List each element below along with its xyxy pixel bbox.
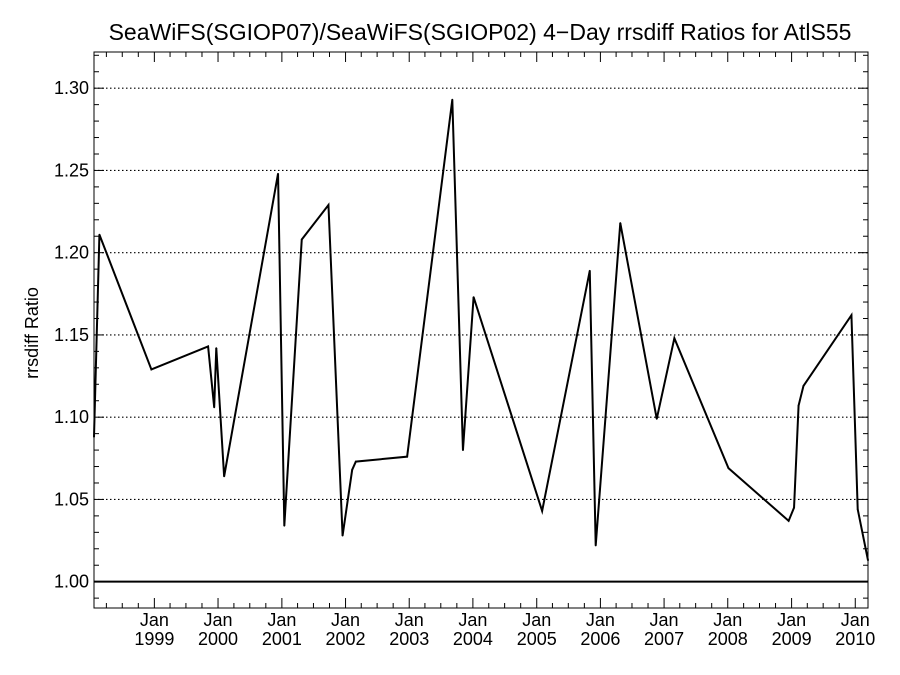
series-line: [93, 99, 869, 561]
data-point: [98, 233, 101, 236]
y-tick-label: 1.15: [54, 325, 89, 345]
y-tick-label: 1.30: [54, 78, 89, 98]
data-point: [619, 222, 622, 224]
x-tick-month-label: Jan: [395, 610, 424, 630]
x-tick-month-label: Jan: [458, 610, 487, 630]
data-point: [207, 345, 209, 348]
data-point: [850, 314, 853, 317]
y-tick-label: 1.05: [54, 489, 89, 509]
data-point: [727, 467, 730, 470]
data-point: [594, 544, 597, 547]
data-point: [283, 524, 286, 527]
data-point: [472, 296, 475, 299]
data-point: [588, 269, 591, 272]
x-tick-month-label: Jan: [140, 610, 169, 630]
data-point: [541, 510, 544, 512]
x-tick-month-label: Jan: [204, 610, 233, 630]
data-point: [354, 460, 357, 463]
plot-frame: [93, 51, 869, 609]
data-point: [451, 98, 454, 101]
x-tick-year-label: 2008: [708, 629, 748, 649]
data-point: [655, 417, 658, 420]
y-axis-label: rrsdiff Ratio: [22, 287, 42, 379]
x-tick-year-label: 2000: [198, 629, 238, 649]
data-point: [341, 534, 344, 537]
data-point: [797, 404, 800, 407]
x-tick-year-label: 2010: [835, 629, 875, 649]
x-tick-year-label: 2009: [772, 629, 812, 649]
x-tick-year-label: 1999: [134, 629, 174, 649]
x-tick-month-label: Jan: [586, 610, 615, 630]
x-tick-year-label: 2006: [580, 629, 620, 649]
y-tick-label: 1.20: [54, 243, 89, 263]
data-point: [300, 238, 303, 241]
data-point: [856, 508, 859, 511]
y-tick-label: 1.10: [54, 407, 89, 427]
data-point: [802, 385, 805, 387]
data-point: [223, 475, 226, 478]
x-tick-month-label: Jan: [267, 610, 296, 630]
x-tick-month-label: Jan: [777, 610, 806, 630]
data-point: [213, 406, 216, 409]
axes: [93, 51, 869, 609]
data-point: [787, 519, 790, 522]
x-tick-year-label: 2003: [389, 629, 429, 649]
data-point: [150, 368, 153, 371]
series-layer: [93, 98, 869, 562]
x-tick-month-label: Jan: [841, 610, 870, 630]
data-point: [327, 204, 330, 206]
x-tick-month-label: Jan: [331, 610, 360, 630]
x-tick-month-label: Jan: [522, 610, 551, 630]
x-tick-month-label: Jan: [650, 610, 679, 630]
data-point: [462, 449, 464, 451]
data-point: [351, 468, 354, 471]
x-tick-year-label: 2005: [517, 629, 557, 649]
y-axis-ticks: 1.00 1.05 1.10 1.15 1.20 1.25 1.30: [54, 54, 868, 599]
data-point: [277, 172, 279, 175]
data-point: [215, 347, 218, 349]
chart-title: SeaWiFS(SGIOP07)/SeaWiFS(SGIOP02) 4−Day …: [109, 19, 852, 45]
x-tick-year-label: 2007: [644, 629, 684, 649]
data-point: [793, 506, 795, 509]
data-point: [673, 337, 676, 340]
x-axis-ticks: Jan1999Jan2000Jan2001Jan2002Jan2003Jan20…: [105, 52, 875, 649]
data-point: [406, 455, 409, 458]
x-tick-year-label: 2004: [453, 629, 493, 649]
gridlines: [94, 87, 868, 501]
x-tick-year-label: 2001: [262, 629, 302, 649]
y-tick-label: 1.00: [54, 572, 89, 592]
x-tick-year-label: 2002: [326, 629, 366, 649]
y-tick-label: 1.25: [54, 160, 89, 180]
x-tick-month-label: Jan: [713, 610, 742, 630]
